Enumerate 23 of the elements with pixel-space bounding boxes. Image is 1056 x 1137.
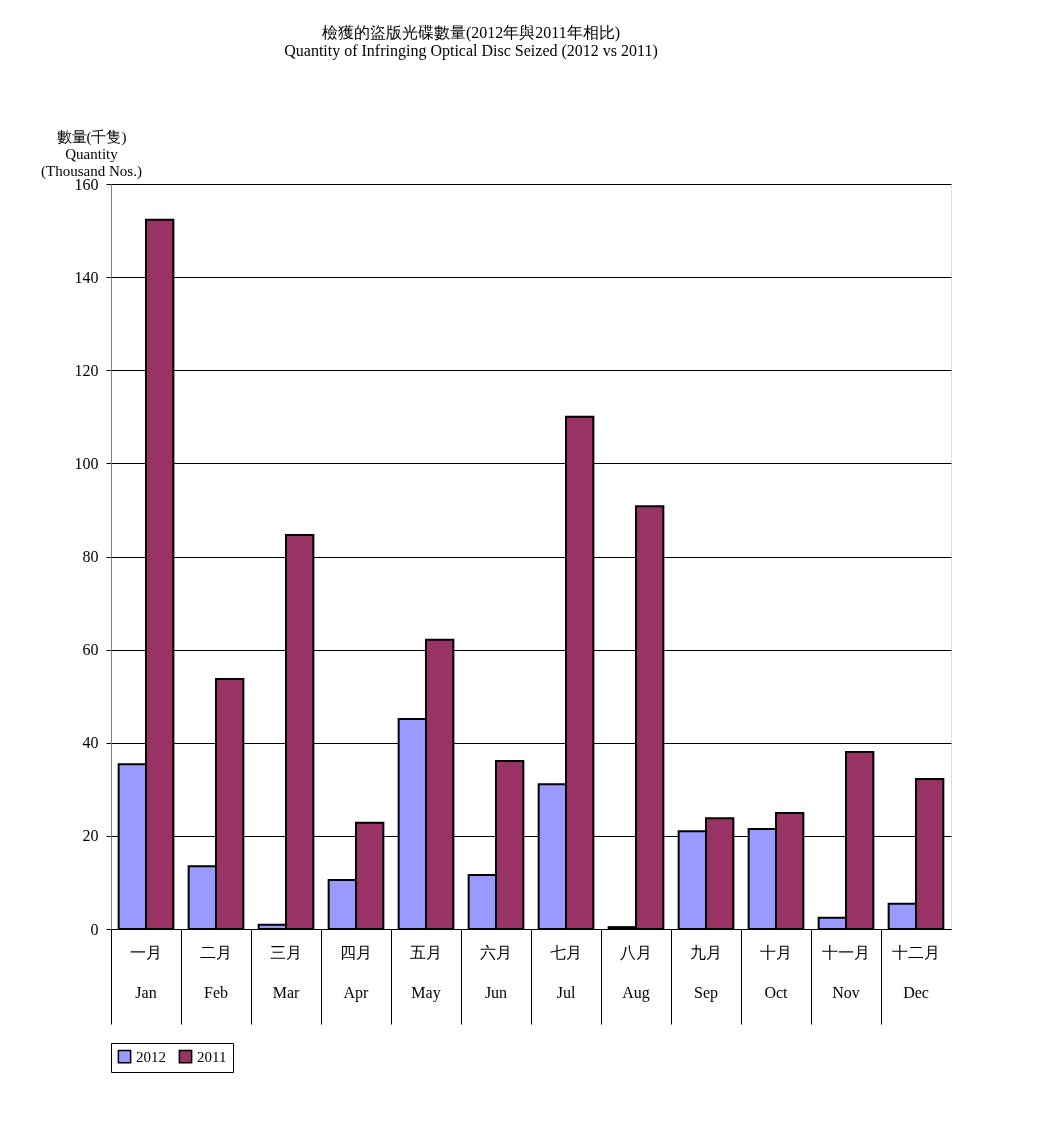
- y-tick-label: 20: [82, 827, 99, 845]
- legend-label: 2011: [197, 1048, 227, 1065]
- category-label: 十月 Oct: [760, 943, 792, 1001]
- y-tick-label: 100: [74, 454, 99, 472]
- category-label: 十二月 Dec: [892, 943, 940, 1001]
- category-label: 六月 Jun: [480, 943, 512, 1001]
- chart-title: 檢獲的盜版光碟數量(2012年與2011年相比) Quantity of Infringing Optical Disc Seized (2012 vs 2011): [284, 24, 658, 60]
- legend-label: 2012: [136, 1048, 166, 1065]
- category-label: 一月 Jan: [130, 943, 162, 1001]
- category-label: 七月 Jul: [550, 943, 582, 1001]
- y-tick-label: 60: [82, 641, 99, 659]
- category-label: 二月 Feb: [200, 943, 232, 1001]
- y-tick-label: 0: [90, 920, 99, 938]
- category-label: 十一月 Nov: [822, 943, 870, 1001]
- category-label: 三月 Mar: [270, 943, 302, 1001]
- y-tick-label: 40: [82, 734, 99, 752]
- y-tick-label: 120: [74, 361, 99, 379]
- y-tick-label: 140: [74, 268, 99, 286]
- category-label: 九月 Sep: [690, 943, 722, 1001]
- category-label: 四月 Apr: [340, 943, 372, 1001]
- category-label: 八月 Aug: [620, 943, 652, 1001]
- y-tick-label: 80: [82, 548, 99, 565]
- category-label: 五月 May: [410, 943, 442, 1001]
